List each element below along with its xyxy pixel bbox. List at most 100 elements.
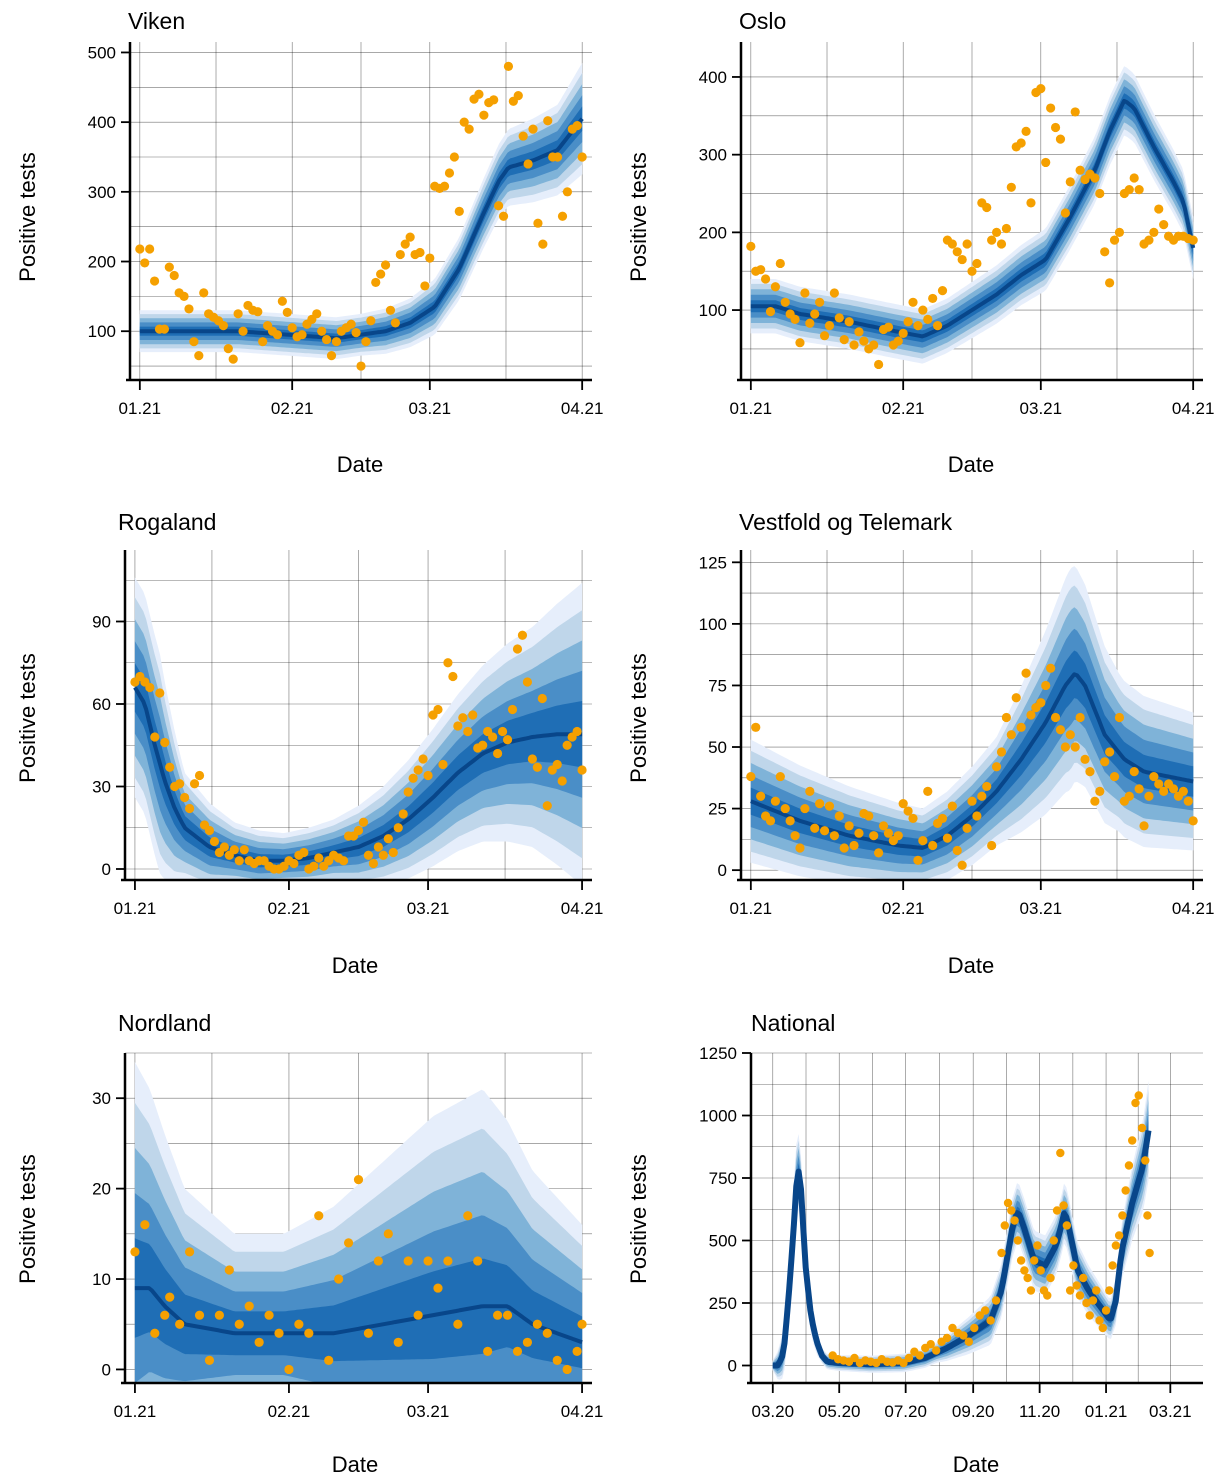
x-tick-label: 05.20 xyxy=(818,1402,861,1421)
data-point xyxy=(169,270,179,281)
x-tick-label: 03.21 xyxy=(1149,1402,1192,1421)
data-point xyxy=(459,117,469,127)
data-point xyxy=(326,351,337,361)
x-tick-label: 03.21 xyxy=(407,1402,450,1421)
data-point xyxy=(314,1211,324,1221)
data-point xyxy=(795,338,805,348)
data-point xyxy=(338,856,349,866)
y-tick-label: 1000 xyxy=(699,1107,737,1126)
data-point xyxy=(1154,204,1164,214)
data-point xyxy=(874,359,884,370)
data-point xyxy=(363,850,374,860)
data-point xyxy=(775,258,785,269)
data-point xyxy=(893,336,903,346)
data-point xyxy=(1006,182,1016,192)
axes: 0 30 60 90 01.21 02.21 03.21 04.21 xyxy=(92,550,603,918)
data-point xyxy=(1026,198,1036,208)
chart-viken: 100 200 300 400 500 01.21 02.21 03.21 04.21 xyxy=(88,42,603,418)
data-point xyxy=(987,235,997,245)
data-point xyxy=(343,1238,354,1248)
data-point xyxy=(282,307,292,317)
data-point xyxy=(443,658,453,668)
data-point xyxy=(1020,1266,1029,1275)
data-point xyxy=(572,1346,582,1356)
data-point xyxy=(815,297,825,307)
data-point xyxy=(493,1310,503,1320)
data-point xyxy=(775,771,785,782)
data-point xyxy=(523,159,533,169)
data-point xyxy=(423,1256,433,1266)
data-point xyxy=(1013,1236,1023,1245)
data-point xyxy=(1052,1206,1062,1215)
data-point xyxy=(1105,278,1115,288)
data-point xyxy=(795,843,805,853)
data-point xyxy=(991,227,1002,237)
data-point xyxy=(180,792,190,803)
median-line xyxy=(139,117,584,341)
data-point xyxy=(1100,247,1110,257)
x-tick-label: 02.21 xyxy=(268,899,311,918)
observed-points xyxy=(746,84,1198,370)
data-point xyxy=(408,773,418,783)
data-point xyxy=(184,1247,195,1257)
x-axis-label: Date xyxy=(331,953,379,978)
data-point xyxy=(1026,710,1036,720)
data-point xyxy=(1056,1148,1065,1158)
data-point xyxy=(962,823,972,833)
data-point xyxy=(528,124,538,134)
data-point xyxy=(904,1353,914,1363)
x-tick-label: 04.21 xyxy=(1172,399,1215,418)
data-point xyxy=(1114,1231,1124,1240)
data-point xyxy=(532,1319,542,1329)
y-tick-label: 60 xyxy=(92,695,111,714)
data-point xyxy=(218,321,228,331)
data-point xyxy=(1134,1091,1143,1100)
data-point xyxy=(488,732,498,742)
y-tick-label: 20 xyxy=(92,1180,111,1199)
chart-title: Nordland xyxy=(118,1010,212,1036)
data-point xyxy=(346,319,356,329)
observed-points xyxy=(130,630,587,874)
panel-national: 0 250 500 750 1000 1250 03.20 05.20 07.20 09.20 11… xyxy=(611,990,1223,1481)
data-point xyxy=(849,340,859,350)
data-point xyxy=(908,297,918,307)
data-point xyxy=(155,688,165,698)
data-point xyxy=(824,321,835,331)
data-point xyxy=(1100,757,1110,767)
data-point xyxy=(453,1319,463,1329)
data-point xyxy=(464,124,474,134)
data-point xyxy=(253,307,263,317)
data-point xyxy=(527,754,537,764)
data-point xyxy=(552,152,563,162)
y-tick-label: 100 xyxy=(88,322,116,341)
data-point xyxy=(479,110,489,120)
x-tick-label: 02.21 xyxy=(882,899,925,918)
data-point xyxy=(790,314,800,324)
data-point xyxy=(1006,730,1016,740)
data-point xyxy=(972,258,982,269)
data-point xyxy=(1023,1273,1032,1283)
data-point xyxy=(1188,816,1198,826)
data-point xyxy=(420,281,430,291)
data-point xyxy=(962,239,972,249)
data-point xyxy=(418,754,428,764)
data-point xyxy=(522,677,533,687)
data-point xyxy=(1050,122,1061,133)
data-point xyxy=(1082,1298,1091,1308)
data-point xyxy=(1070,742,1080,752)
data-point xyxy=(908,813,918,824)
data-point xyxy=(964,1337,974,1346)
data-point xyxy=(898,328,908,338)
data-point xyxy=(918,835,928,846)
data-point xyxy=(770,796,781,806)
data-point xyxy=(512,1346,523,1356)
data-point xyxy=(145,244,155,254)
data-point xyxy=(449,152,459,162)
data-point xyxy=(1001,223,1012,234)
data-point xyxy=(780,803,790,814)
data-point xyxy=(1124,1161,1134,1170)
data-point xyxy=(1085,767,1095,777)
data-point xyxy=(751,722,761,732)
data-point xyxy=(194,1310,205,1320)
data-point xyxy=(577,765,587,775)
